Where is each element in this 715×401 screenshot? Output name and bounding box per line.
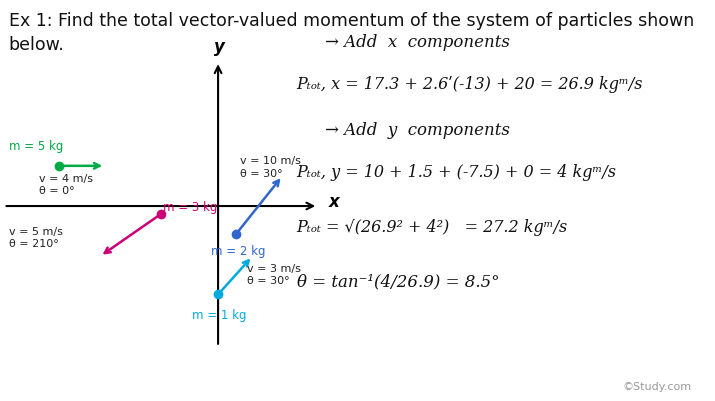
Text: θ = 30°: θ = 30° — [247, 276, 290, 286]
Text: m = 2 kg: m = 2 kg — [211, 244, 265, 257]
Text: v = 5 m/s: v = 5 m/s — [9, 227, 62, 237]
Text: θ = tan⁻¹(4/26.9) = 8.5°: θ = tan⁻¹(4/26.9) = 8.5° — [297, 272, 499, 289]
Text: → Add  y  components: → Add y components — [325, 122, 511, 139]
Text: v = 4 m/s: v = 4 m/s — [39, 174, 94, 183]
Text: Ex 1: Find the total vector-valued momentum of the system of particles shown
bel: Ex 1: Find the total vector-valued momen… — [9, 12, 694, 53]
Text: v = 10 m/s: v = 10 m/s — [240, 156, 300, 165]
Text: m = 5 kg: m = 5 kg — [9, 140, 63, 153]
Text: Pₜₒₜ, y = 10 + 1.5 + (-7.5) + 0 = 4 kgᵐ/s: Pₜₒₜ, y = 10 + 1.5 + (-7.5) + 0 = 4 kgᵐ/… — [297, 164, 617, 181]
Text: y: y — [214, 38, 225, 56]
Text: m = 1 kg: m = 1 kg — [192, 308, 246, 321]
Text: → Add  x  components: → Add x components — [325, 34, 511, 51]
Text: x: x — [329, 193, 340, 211]
Text: Pₜₒₜ = √(26.9² + 4²)   = 27.2 kgᵐ/s: Pₜₒₜ = √(26.9² + 4²) = 27.2 kgᵐ/s — [297, 218, 568, 235]
Text: θ = 210°: θ = 210° — [9, 239, 59, 249]
Text: m = 3 kg: m = 3 kg — [163, 201, 217, 214]
Text: ©Study.com: ©Study.com — [622, 381, 691, 391]
Text: v = 3 m/s: v = 3 m/s — [247, 264, 300, 273]
Text: Pₜₒₜ, x = 17.3 + 2.6ʹ(-13) + 20 = 26.9 kgᵐ/s: Pₜₒₜ, x = 17.3 + 2.6ʹ(-13) + 20 = 26.9 k… — [297, 76, 644, 93]
Text: θ = 30°: θ = 30° — [240, 168, 282, 178]
Text: θ = 0°: θ = 0° — [39, 186, 75, 195]
